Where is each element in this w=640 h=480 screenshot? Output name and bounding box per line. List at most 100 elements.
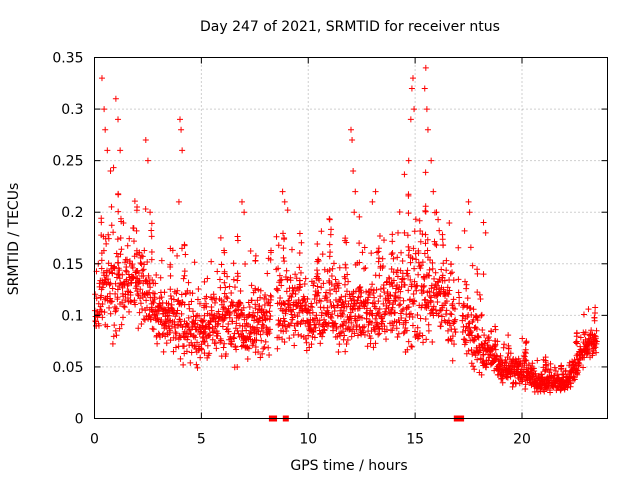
data-point: [375, 245, 382, 252]
data-point: [101, 309, 108, 316]
data-point: [491, 337, 498, 344]
data-point: [376, 233, 383, 240]
data-point: [293, 275, 300, 282]
data-point: [551, 372, 558, 379]
data-point: [471, 337, 478, 344]
data-point: [395, 229, 402, 236]
data-point: [191, 320, 198, 327]
data-point: [567, 374, 574, 381]
data-point: [319, 251, 326, 258]
data-point: [281, 236, 288, 243]
data-point: [195, 286, 202, 293]
data-point: [351, 209, 358, 216]
data-point: [388, 251, 395, 258]
data-point: [179, 147, 186, 154]
data-point: [437, 323, 444, 330]
data-point: [113, 305, 120, 312]
data-point: [407, 276, 414, 283]
data-point: [148, 227, 155, 234]
data-point: [464, 295, 471, 302]
data-point: [455, 289, 462, 296]
data-point: [275, 242, 282, 249]
data-point: [257, 294, 264, 301]
data-point: [304, 306, 311, 313]
data-point: [445, 317, 452, 324]
data-point: [411, 278, 418, 285]
data-point: [274, 287, 281, 294]
data-point: [102, 126, 109, 133]
data-point: [342, 348, 349, 355]
data-point: [181, 301, 188, 308]
data-point: [231, 284, 238, 291]
data-point: [580, 311, 587, 318]
data-point: [262, 308, 269, 315]
data-point: [429, 265, 436, 272]
data-point: [396, 294, 403, 301]
data-point: [350, 167, 357, 174]
y-tick-label: 0.1: [61, 308, 83, 324]
data-point: [196, 300, 203, 307]
data-point: [571, 356, 578, 363]
data-point: [254, 309, 261, 316]
data-point: [362, 265, 369, 272]
data-point: [364, 299, 371, 306]
data-point: [240, 304, 247, 311]
data-point: [433, 209, 440, 216]
data-point: [285, 297, 292, 304]
data-point: [193, 361, 200, 368]
data-point: [313, 312, 320, 319]
data-point: [356, 259, 363, 266]
data-point: [92, 291, 99, 298]
data-point: [343, 341, 350, 348]
data-point: [426, 272, 433, 279]
data-point: [326, 267, 333, 274]
data-point: [580, 364, 587, 371]
data-point: [172, 313, 179, 320]
data-point: [188, 298, 195, 305]
data-point: [201, 278, 208, 285]
data-point: [589, 350, 596, 357]
data-point: [257, 287, 264, 294]
data-point: [198, 346, 205, 353]
data-point: [375, 248, 382, 255]
x-tick-label: 0: [90, 432, 99, 448]
data-point: [173, 290, 180, 297]
data-point: [327, 290, 334, 297]
data-point: [359, 249, 366, 256]
data-point: [450, 277, 457, 284]
data-point: [149, 276, 156, 283]
data-point: [392, 309, 398, 316]
data-point: [416, 333, 423, 340]
data-point: [159, 332, 166, 339]
data-point: [266, 330, 273, 337]
data-point: [426, 266, 433, 273]
data-point: [593, 338, 600, 345]
data-point: [98, 257, 105, 264]
data-point: [179, 324, 186, 331]
data-point: [405, 157, 412, 164]
data-point: [148, 233, 155, 240]
data-point: [255, 348, 262, 355]
data-point: [143, 297, 150, 304]
data-point: [242, 260, 249, 267]
data-point: [303, 339, 310, 346]
data-point: [197, 354, 204, 361]
data-point: [386, 275, 393, 282]
data-point: [309, 309, 316, 316]
data-point: [292, 290, 299, 297]
data-point: [412, 216, 419, 223]
data-point: [329, 265, 336, 272]
data-point: [355, 313, 362, 320]
data-point: [376, 306, 383, 313]
data-point: [371, 300, 378, 307]
data-point: [110, 164, 117, 171]
data-point: [190, 308, 197, 315]
data-point: [410, 291, 417, 298]
data-point: [441, 277, 448, 284]
data-point: [446, 322, 453, 329]
data-point: [170, 348, 177, 355]
data-point: [276, 320, 283, 327]
data-point: [424, 236, 431, 243]
data-point: [288, 311, 295, 318]
data-point: [137, 295, 144, 302]
